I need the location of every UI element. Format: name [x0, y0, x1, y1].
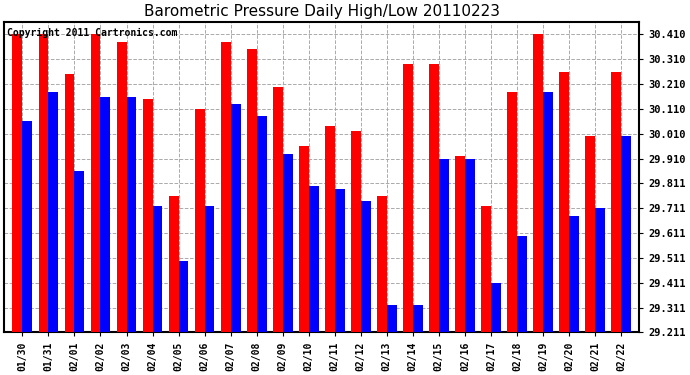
Bar	[325, 126, 335, 332]
Bar	[205, 206, 215, 332]
Bar	[168, 196, 179, 332]
Bar	[12, 34, 22, 332]
Bar	[403, 64, 413, 332]
Bar	[491, 283, 501, 332]
Bar	[533, 34, 543, 332]
Bar	[283, 154, 293, 332]
Bar	[481, 206, 491, 332]
Text: Copyright 2011 Cartronics.com: Copyright 2011 Cartronics.com	[8, 28, 178, 38]
Bar	[569, 216, 579, 332]
Bar	[39, 34, 48, 332]
Bar	[335, 189, 344, 332]
Bar	[273, 87, 283, 332]
Bar	[195, 109, 205, 332]
Bar	[101, 96, 110, 332]
Bar	[351, 131, 361, 332]
Bar	[117, 42, 126, 332]
Bar	[143, 99, 152, 332]
Bar	[126, 96, 137, 332]
Bar	[230, 104, 241, 332]
Bar	[48, 92, 59, 332]
Bar	[179, 261, 188, 332]
Bar	[507, 92, 517, 332]
Bar	[75, 171, 84, 332]
Bar	[247, 50, 257, 332]
Bar	[387, 305, 397, 332]
Bar	[299, 146, 308, 332]
Bar	[585, 136, 595, 332]
Bar	[455, 156, 465, 332]
Bar	[377, 196, 387, 332]
Bar	[543, 92, 553, 332]
Bar	[22, 122, 32, 332]
Bar	[308, 186, 319, 332]
Bar	[621, 136, 631, 332]
Bar	[439, 159, 449, 332]
Bar	[429, 64, 439, 332]
Bar	[595, 209, 605, 332]
Bar	[152, 206, 162, 332]
Bar	[90, 34, 101, 332]
Bar	[465, 159, 475, 332]
Bar	[517, 236, 527, 332]
Bar	[65, 74, 75, 332]
Bar	[257, 116, 266, 332]
Title: Barometric Pressure Daily High/Low 20110223: Barometric Pressure Daily High/Low 20110…	[144, 4, 500, 19]
Bar	[559, 72, 569, 332]
Bar	[611, 72, 621, 332]
Bar	[221, 42, 230, 332]
Bar	[361, 201, 371, 332]
Bar	[413, 305, 423, 332]
